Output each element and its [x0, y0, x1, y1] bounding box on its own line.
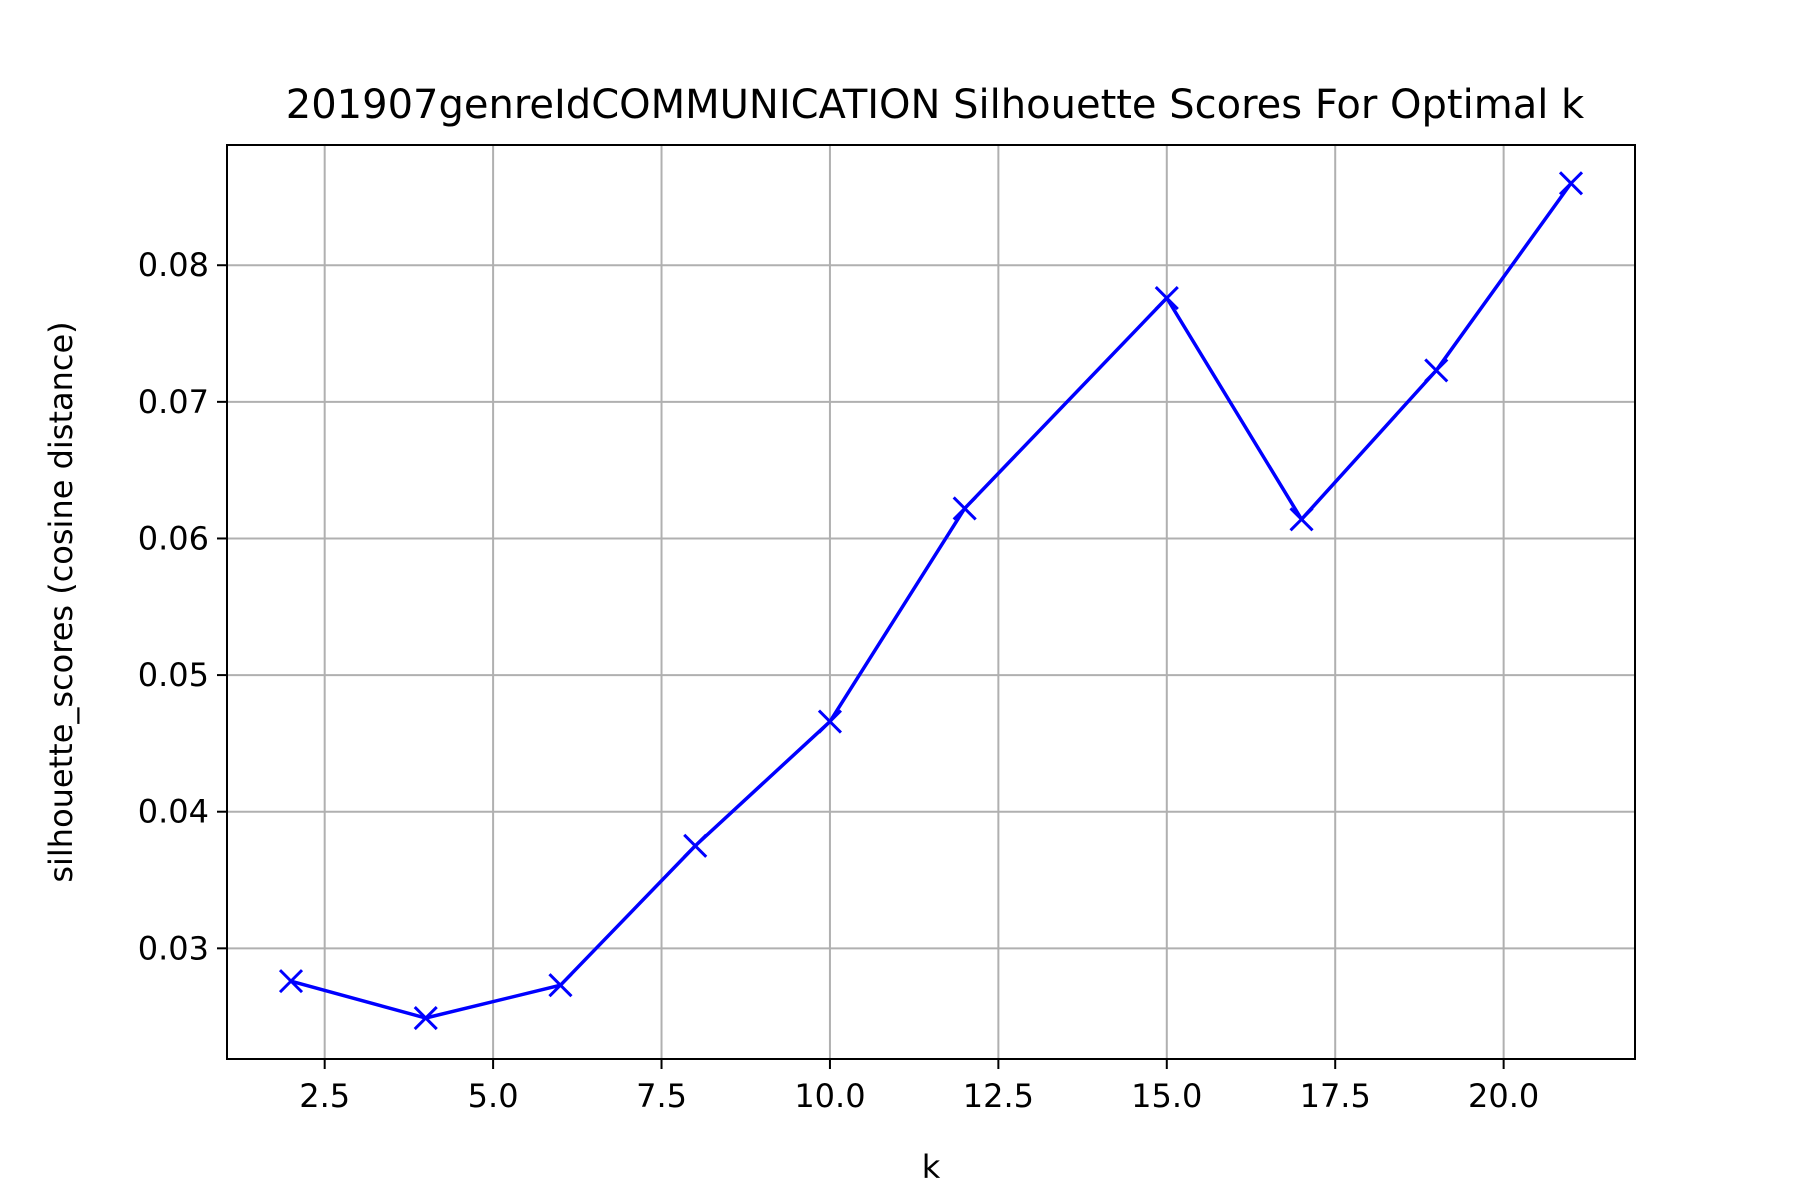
- data-point-marker: [278, 969, 304, 994]
- series-line: [290, 182, 1573, 1020]
- x-axis-label: k: [922, 1148, 941, 1186]
- data-point-marker: [683, 833, 708, 858]
- data-point-marker: [1154, 285, 1179, 311]
- data-point-marker: [817, 709, 843, 734]
- y-tick-label: 0.08: [138, 246, 209, 284]
- data-point-marker: [1289, 507, 1314, 532]
- y-tick-label: 0.07: [138, 383, 209, 421]
- y-axis-label: silhouette_scores (cosine distance): [42, 321, 80, 882]
- data-point-marker: [413, 1005, 438, 1031]
- y-tick-label: 0.06: [138, 519, 209, 557]
- x-tick-label: 2.5: [299, 1077, 350, 1115]
- x-tick-label: 17.5: [1300, 1077, 1371, 1115]
- data-point-marker: [952, 496, 977, 521]
- y-tick-label: 0.03: [138, 929, 209, 967]
- data-point-marker: [548, 973, 573, 998]
- x-tick-label: 12.5: [963, 1077, 1034, 1115]
- series-layer: [278, 171, 1584, 1031]
- plot-area-frame: [226, 144, 1636, 1060]
- y-tick-label: 0.05: [138, 656, 209, 694]
- axis-ticks: 2.5 5.0 7.5 10.0 12.5 15.0 17.5 20.0 0.03 0.04 0.0…: [138, 246, 1540, 1115]
- x-tick-label: 7.5: [636, 1077, 687, 1115]
- x-tick-label: 15.0: [1131, 1077, 1202, 1115]
- x-tick-label: 5.0: [468, 1077, 519, 1115]
- data-point-marker: [1558, 171, 1584, 196]
- data-point-marker: [1424, 358, 1449, 383]
- x-tick-label: 20.0: [1468, 1077, 1539, 1115]
- chart-title: 201907genreIdCOMMUNICATION Silhouette Sc…: [286, 82, 1585, 128]
- x-tick-label: 10.0: [794, 1077, 865, 1115]
- y-tick-label: 0.04: [138, 793, 209, 831]
